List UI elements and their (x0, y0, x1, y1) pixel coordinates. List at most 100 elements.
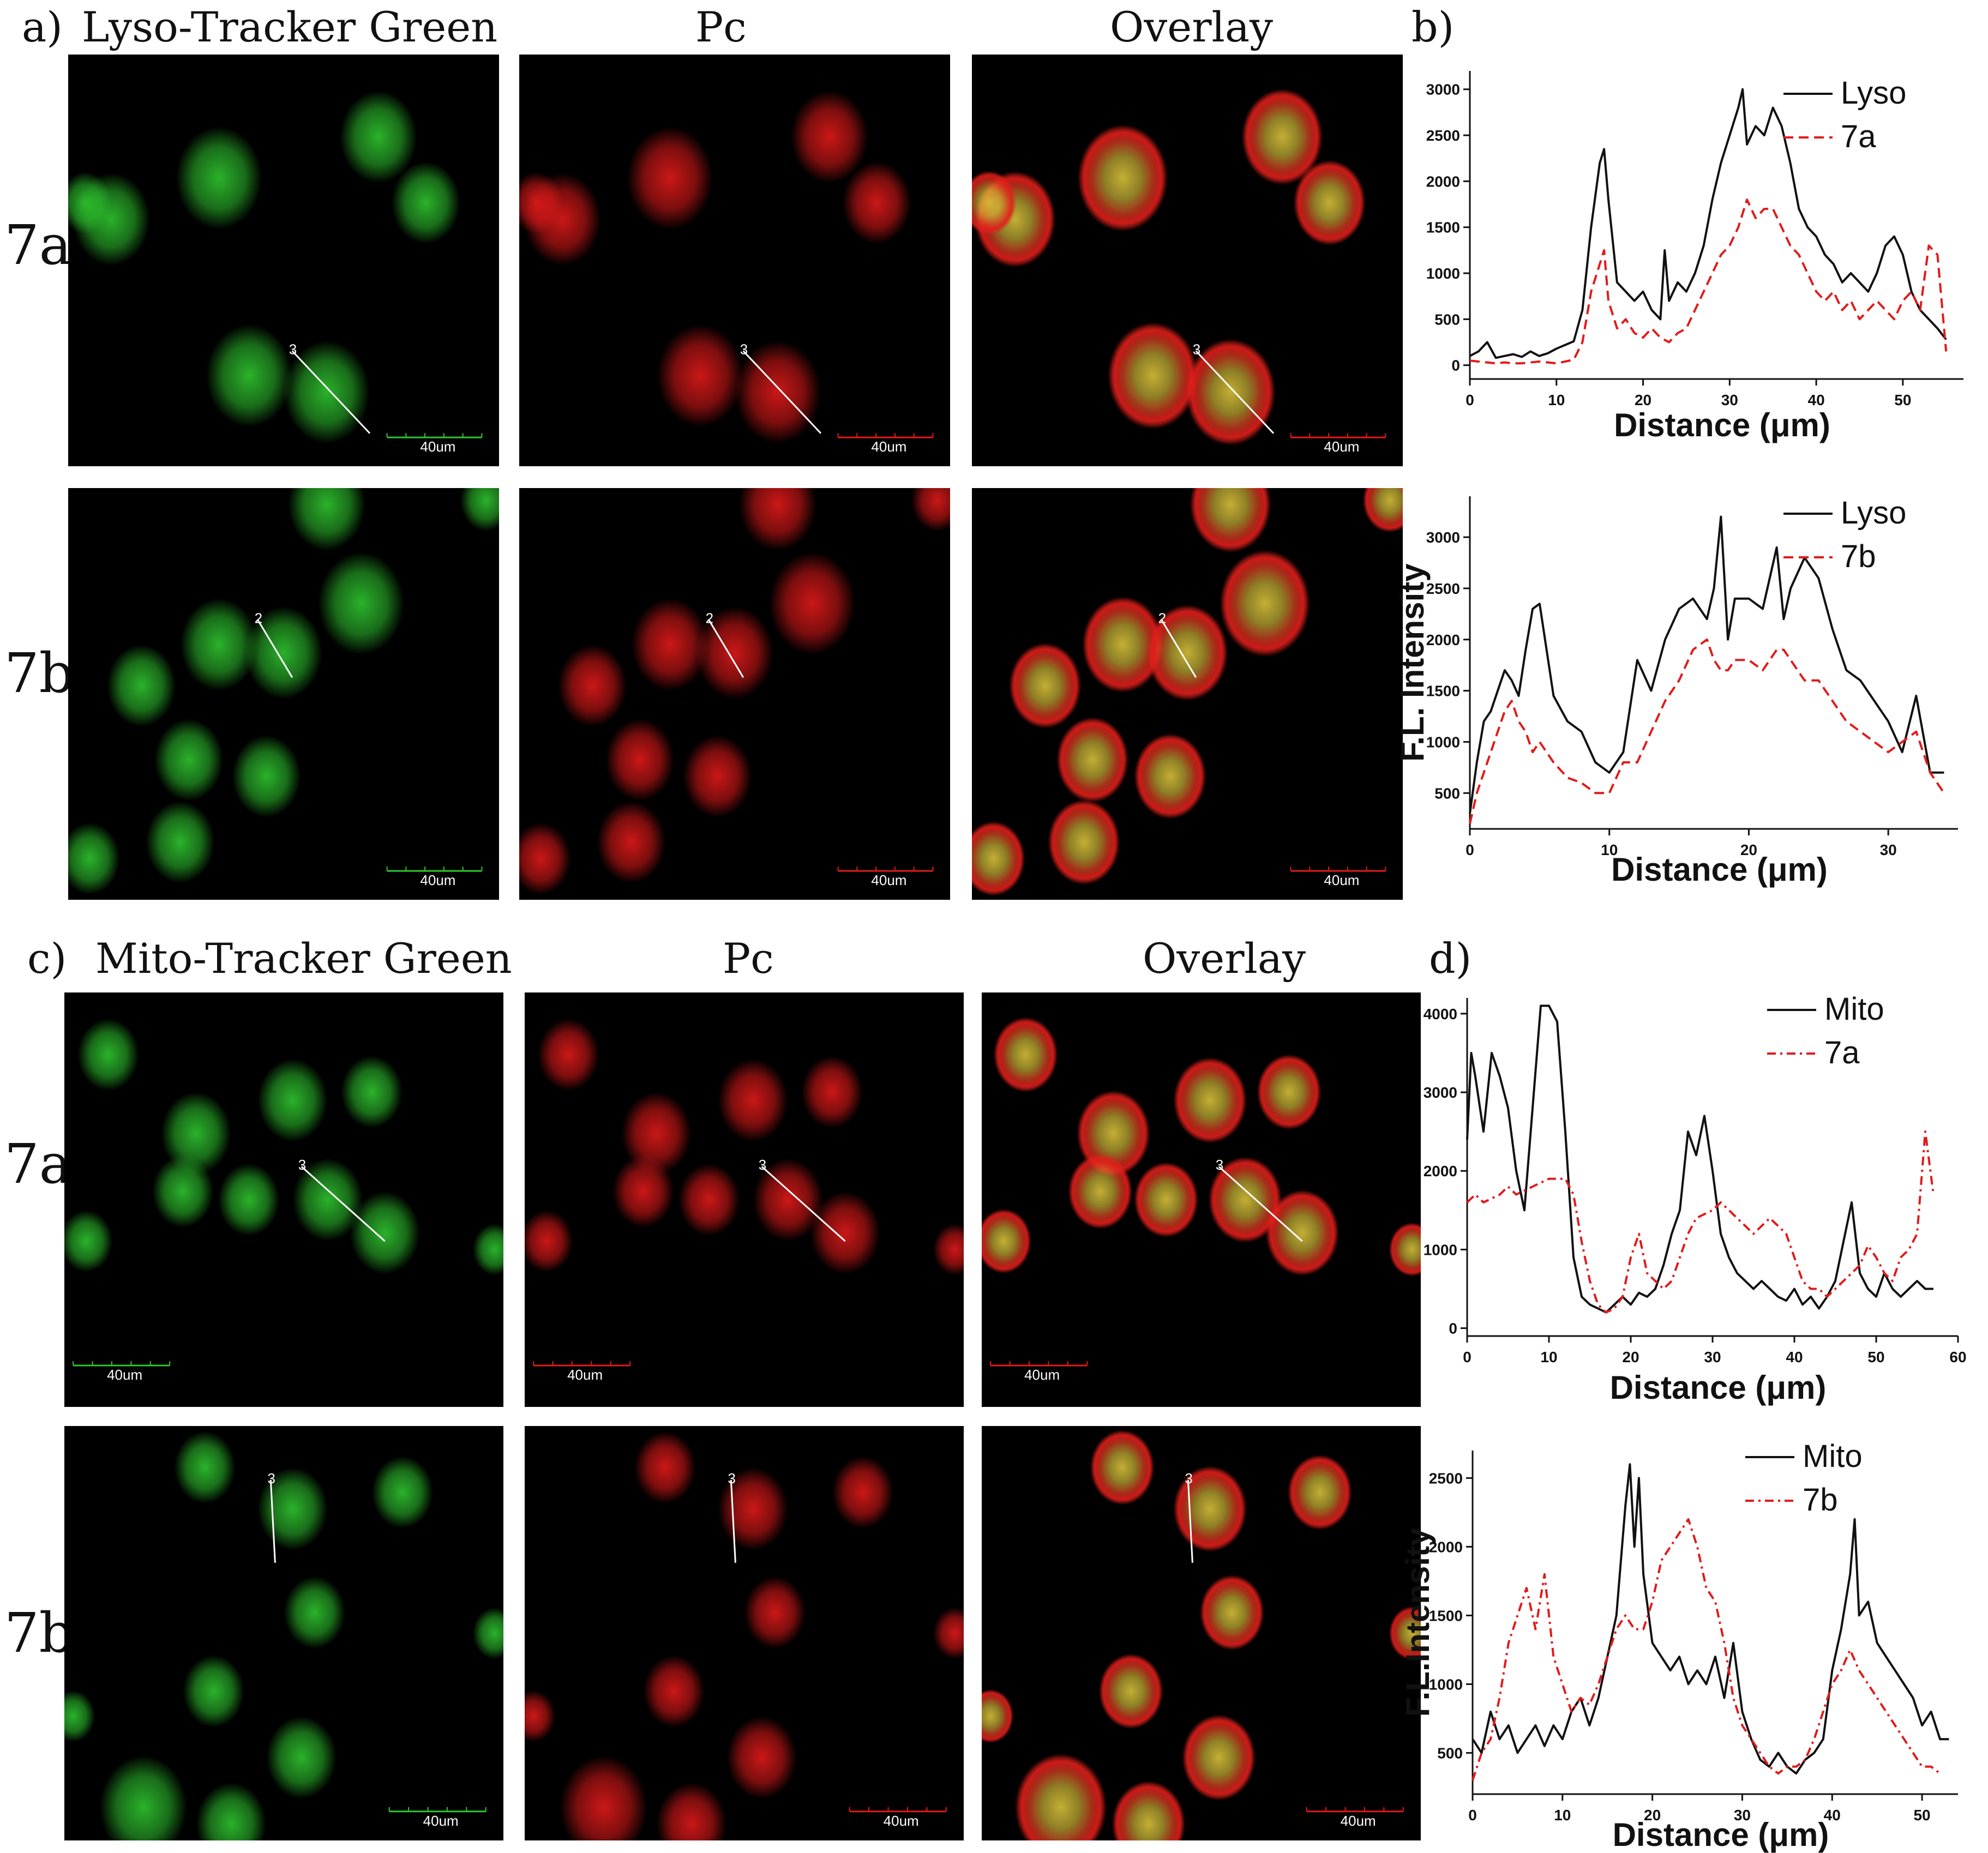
legend-label: Mito (1824, 991, 1884, 1027)
cell (560, 1755, 648, 1840)
line-profile (1187, 1479, 1193, 1563)
cell (621, 1092, 692, 1175)
series-line-7b (1469, 638, 1945, 825)
line-profile (1218, 1166, 1303, 1242)
cell-membrane (1389, 1606, 1421, 1661)
cell (77, 1018, 139, 1091)
line-profile (1195, 350, 1275, 434)
line-profile-label: 3 (740, 341, 748, 358)
cell (627, 127, 713, 230)
cell-membrane (1185, 338, 1276, 446)
y-tick-label: 2000 (1429, 1538, 1463, 1555)
line-profile-label: 3 (728, 1470, 735, 1487)
cell (292, 1158, 363, 1241)
cell-membrane (1014, 1753, 1107, 1840)
line-profile-label: 2 (706, 610, 713, 627)
cell (744, 1576, 806, 1649)
series-line-7a (1466, 1130, 1935, 1314)
row-label-7b-top: 7b (4, 641, 74, 705)
cell (232, 735, 301, 817)
line-profile-label: 2 (1158, 610, 1166, 627)
line-profile-label: 3 (1216, 1157, 1223, 1173)
cell (612, 1155, 674, 1228)
legend-label: 7b (1841, 539, 1876, 574)
x-axis-label: Distance (μm) (1614, 407, 1830, 443)
cell (605, 718, 675, 801)
series-line-lyso (1469, 88, 1947, 359)
y-tick-label: 3000 (1424, 1084, 1457, 1101)
cell (726, 1716, 797, 1799)
cell (68, 822, 120, 895)
cell (176, 127, 262, 230)
row-label-7b-bottom: 7b (4, 1601, 74, 1665)
x-tick-label: 50 (1913, 1807, 1930, 1824)
x-tick-label: 10 (1540, 1349, 1557, 1365)
cell-membrane (1133, 1162, 1199, 1238)
cell-membrane (1098, 1653, 1163, 1729)
line-profile (742, 350, 822, 434)
cell (558, 644, 627, 727)
cell (460, 488, 499, 532)
x-tick-label: 30 (1880, 841, 1897, 858)
x-tick-label: 0 (1466, 392, 1474, 408)
scale-bar-label: 40um (1340, 1812, 1376, 1829)
micrograph-green-r2: 2 40um (68, 488, 499, 900)
cell-membrane (1056, 717, 1129, 803)
cell-membrane (982, 1689, 1014, 1743)
x-tick-label: 10 (1548, 392, 1565, 408)
legend-label: 7a (1824, 1035, 1860, 1070)
cell-membrane (1220, 550, 1311, 657)
row-label-7a-bottom: 7a (4, 1132, 72, 1196)
cell (933, 1223, 964, 1276)
cell-membrane (1389, 1222, 1421, 1277)
cell (631, 598, 709, 691)
micrograph-pc-r4: 3 40um (525, 1426, 964, 1840)
cell-membrane (1082, 596, 1164, 693)
cell (753, 1158, 824, 1241)
y-tick-label: 1500 (1429, 1607, 1463, 1624)
x-tick-label: 20 (1740, 841, 1757, 858)
y-tick-label: 0 (1451, 357, 1460, 374)
cell (284, 340, 370, 444)
x-axis-label: Distance (μm) (1610, 1369, 1827, 1406)
cell (810, 1191, 881, 1274)
cell-membrane (1182, 1714, 1256, 1801)
cell-membrane (1199, 1574, 1265, 1651)
micrograph-pc-r1: 3 40um (519, 55, 950, 466)
cell (350, 1191, 421, 1274)
panel-a-col1-header: Lyso-Tracker Green (82, 3, 498, 51)
cell-membrane (1134, 733, 1206, 820)
scale-bar-label: 40um (420, 438, 456, 455)
cell-membrane (1208, 1156, 1282, 1243)
line-profile (730, 1479, 736, 1563)
x-tick-label: 0 (1466, 841, 1474, 858)
chart-d-bottom: 0 10 20 30 40 50 500 1000 1500 2000 2500 Distance (… (1400, 1434, 1985, 1853)
y-tick-label: 500 (1437, 1744, 1463, 1761)
cell (68, 172, 111, 234)
cell-membrane (1107, 322, 1198, 430)
y-tick-label: 2000 (1426, 631, 1460, 648)
micrograph-green-r3: 3 40um (64, 992, 503, 1407)
y-tick-label: 2500 (1426, 127, 1460, 144)
y-tick-label: 1000 (1426, 265, 1460, 282)
line-profile (269, 1479, 276, 1563)
scale-bar-label: 40um (567, 1367, 603, 1383)
y-tick-label: 2000 (1426, 173, 1460, 190)
series-line-mito (1466, 1004, 1933, 1314)
scale-bar-label: 40um (871, 872, 907, 889)
line-profile-label: 2 (255, 610, 262, 627)
cell (64, 1690, 95, 1742)
cell (183, 1655, 245, 1728)
scale-bar-label: 40um (871, 438, 907, 455)
series-line-7a (1469, 198, 1948, 365)
cell-membrane (1068, 1153, 1133, 1229)
scale-bar-label: 40um (107, 1367, 143, 1383)
x-tick-label: 40 (1786, 1349, 1803, 1365)
x-tick-label: 10 (1554, 1807, 1571, 1824)
micrograph-green-r1: 3 40um (68, 55, 499, 466)
line-profile (291, 350, 371, 434)
micrograph-overlay-r4: 3 40um (982, 1426, 1421, 1840)
panel-b-letter: b) (1412, 3, 1455, 51)
cell (180, 598, 258, 691)
cell (538, 1018, 599, 1091)
